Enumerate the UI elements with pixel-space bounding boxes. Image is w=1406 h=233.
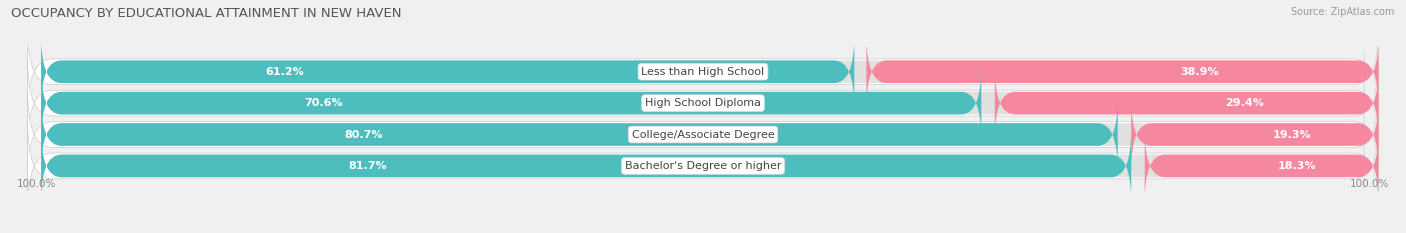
Text: College/Associate Degree: College/Associate Degree <box>631 130 775 140</box>
FancyBboxPatch shape <box>866 36 1378 107</box>
FancyBboxPatch shape <box>995 67 1378 139</box>
FancyBboxPatch shape <box>41 67 1365 139</box>
Text: 70.6%: 70.6% <box>304 98 343 108</box>
Text: 19.3%: 19.3% <box>1272 130 1312 140</box>
FancyBboxPatch shape <box>41 67 981 139</box>
Text: Less than High School: Less than High School <box>641 67 765 77</box>
FancyBboxPatch shape <box>28 28 1378 115</box>
Text: 100.0%: 100.0% <box>17 179 56 189</box>
Text: Bachelor's Degree or higher: Bachelor's Degree or higher <box>624 161 782 171</box>
FancyBboxPatch shape <box>28 91 1378 178</box>
FancyBboxPatch shape <box>41 99 1118 170</box>
Text: 29.4%: 29.4% <box>1225 98 1264 108</box>
Text: 18.3%: 18.3% <box>1278 161 1316 171</box>
FancyBboxPatch shape <box>28 59 1378 147</box>
Text: 81.7%: 81.7% <box>349 161 388 171</box>
FancyBboxPatch shape <box>41 36 855 107</box>
FancyBboxPatch shape <box>41 130 1365 202</box>
FancyBboxPatch shape <box>41 36 1365 107</box>
Text: 61.2%: 61.2% <box>266 67 305 77</box>
Text: 38.9%: 38.9% <box>1180 67 1219 77</box>
FancyBboxPatch shape <box>1132 99 1378 170</box>
Text: OCCUPANCY BY EDUCATIONAL ATTAINMENT IN NEW HAVEN: OCCUPANCY BY EDUCATIONAL ATTAINMENT IN N… <box>11 7 402 20</box>
Text: 80.7%: 80.7% <box>344 130 384 140</box>
Text: High School Diploma: High School Diploma <box>645 98 761 108</box>
FancyBboxPatch shape <box>41 99 1365 170</box>
Text: 100.0%: 100.0% <box>1350 179 1389 189</box>
Text: Source: ZipAtlas.com: Source: ZipAtlas.com <box>1291 7 1395 17</box>
FancyBboxPatch shape <box>41 130 1132 202</box>
FancyBboxPatch shape <box>28 122 1378 210</box>
FancyBboxPatch shape <box>1144 130 1378 202</box>
